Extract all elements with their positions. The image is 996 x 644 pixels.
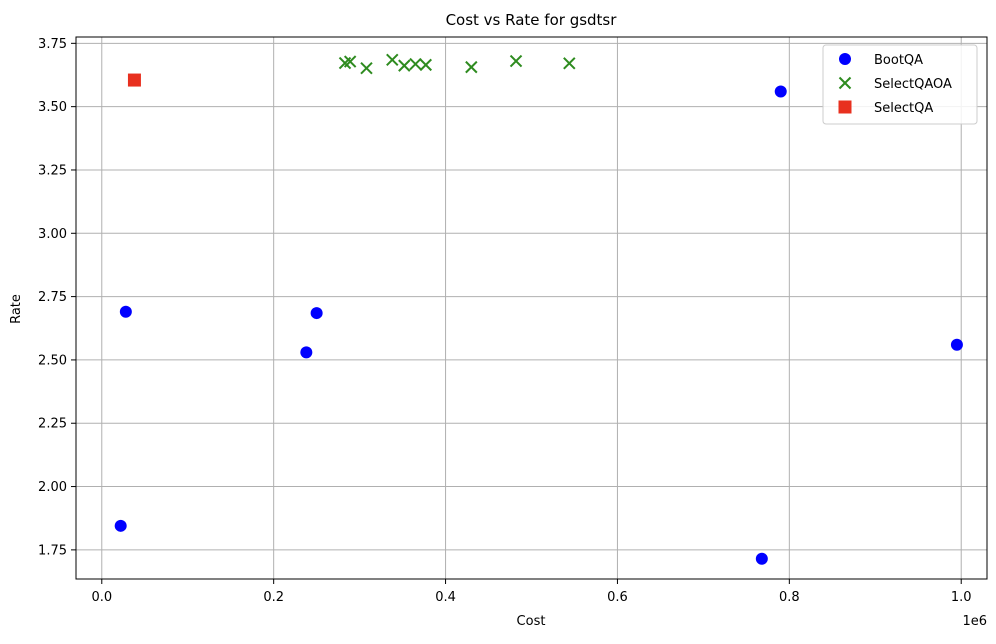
y-tick-label: 3.25 [38, 163, 67, 178]
legend-marker-bootqa [839, 53, 851, 65]
selectqaoa-point [343, 55, 357, 68]
grid [76, 37, 987, 579]
bootqa-point [114, 519, 127, 532]
x-tick-label: 0.8 [779, 590, 800, 605]
plot-frame [75, 36, 988, 580]
data-points [114, 53, 963, 565]
y-tick-label: 3.50 [38, 100, 67, 115]
bootqa-point [774, 85, 787, 98]
x-marker-stroke [360, 61, 373, 75]
legend-marker-selectqa [838, 100, 852, 114]
chart-title: Cost vs Rate for gsdtsr [446, 11, 618, 29]
selectqa-point [127, 73, 141, 87]
bootqa-point [310, 307, 323, 320]
bootqa-point [755, 552, 768, 565]
selectqaoa-point [509, 54, 523, 68]
x-axis-offset-text: 1e6 [962, 614, 987, 629]
x-marker-stroke [343, 55, 357, 68]
x-tick-label: 1.0 [951, 590, 972, 605]
y-tick-label: 2.50 [38, 353, 67, 368]
axis-ticks: 0.0 0.2 0.4 0.6 0.8 1.0 1.75 2.00 2.25 2.50 2.75 3.… [38, 37, 972, 605]
bootqa-point [300, 346, 313, 359]
x-marker-stroke [509, 54, 523, 68]
selectqaoa-point [386, 53, 399, 67]
legend-label: SelectQAOA [874, 77, 952, 92]
x-marker-stroke [838, 76, 852, 90]
x-tick-label: 0.4 [435, 590, 456, 605]
selectqaoa-point [360, 61, 373, 75]
x-marker-stroke [386, 53, 399, 67]
legend-box [822, 44, 978, 125]
selectqaoa-point [409, 57, 422, 71]
x-marker-stroke [465, 60, 478, 74]
x-tick-label: 0.0 [91, 590, 112, 605]
selectqaoa-point [563, 57, 576, 70]
y-tick-label: 2.75 [38, 290, 67, 305]
y-tick-label: 3.00 [38, 227, 67, 242]
legend-label: SelectQA [874, 101, 933, 116]
selectqaoa-point [398, 59, 411, 72]
x-tick-label: 0.6 [607, 590, 628, 605]
legend: BootQA SelectQAOA SelectQA [822, 44, 978, 125]
selectqaoa-point [465, 60, 478, 74]
x-tick-label: 0.2 [263, 590, 284, 605]
y-tick-label: 1.75 [38, 543, 67, 558]
legend-marker-selectqaoa [838, 76, 852, 90]
y-tick-label: 2.00 [38, 480, 67, 495]
x-axis-label: Cost [517, 614, 546, 629]
bootqa-point [119, 305, 132, 318]
y-tick-label: 2.25 [38, 417, 67, 432]
x-marker-stroke [419, 58, 432, 72]
y-axis-label: Rate [9, 294, 24, 324]
selectqaoa-point [419, 58, 432, 72]
legend-label: BootQA [874, 53, 923, 68]
bootqa-point [950, 338, 963, 351]
x-marker-stroke [409, 57, 422, 71]
y-tick-label: 3.75 [38, 37, 67, 52]
x-marker-stroke [563, 57, 576, 70]
x-marker-stroke [398, 59, 411, 72]
